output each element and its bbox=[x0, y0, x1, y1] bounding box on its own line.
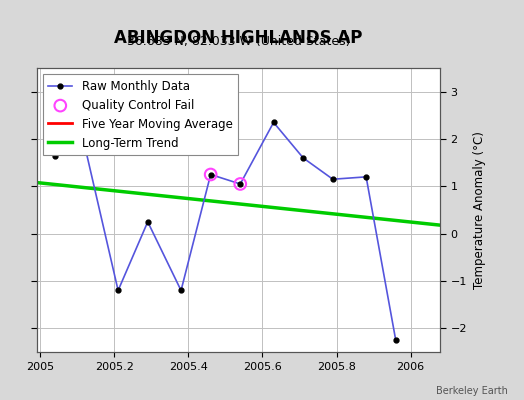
Line: Raw Monthly Data: Raw Monthly Data bbox=[53, 120, 398, 342]
Raw Monthly Data bbox=[208, 172, 214, 177]
Raw Monthly Data bbox=[145, 220, 151, 224]
Raw Monthly Data bbox=[300, 156, 307, 160]
Raw Monthly Data bbox=[270, 120, 277, 125]
Raw Monthly Data bbox=[237, 182, 244, 186]
Raw Monthly Data bbox=[115, 288, 121, 293]
Legend: Raw Monthly Data, Quality Control Fail, Five Year Moving Average, Long-Term Tren: Raw Monthly Data, Quality Control Fail, … bbox=[42, 74, 238, 156]
Text: Berkeley Earth: Berkeley Earth bbox=[436, 386, 508, 396]
Raw Monthly Data bbox=[392, 338, 399, 342]
Raw Monthly Data bbox=[82, 144, 88, 148]
Raw Monthly Data bbox=[178, 288, 184, 293]
Quality Control Fail bbox=[81, 143, 89, 149]
Title: ABINGDON HIGHLANDS AP: ABINGDON HIGHLANDS AP bbox=[114, 29, 363, 47]
Quality Control Fail bbox=[236, 181, 245, 187]
Raw Monthly Data bbox=[52, 153, 58, 158]
Raw Monthly Data bbox=[363, 174, 369, 179]
Raw Monthly Data bbox=[330, 177, 336, 182]
Quality Control Fail bbox=[206, 171, 215, 178]
Y-axis label: Temperature Anomaly (°C): Temperature Anomaly (°C) bbox=[473, 131, 486, 289]
Text: 36.683 N, 82.033 W (United States): 36.683 N, 82.033 W (United States) bbox=[127, 35, 350, 48]
